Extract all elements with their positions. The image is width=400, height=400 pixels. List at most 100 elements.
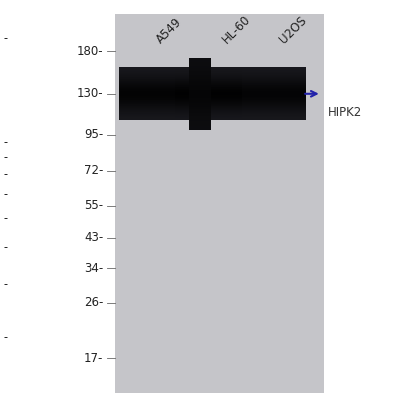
Bar [189,124,211,125]
Bar [119,108,175,109]
Bar [119,111,175,112]
Bar [189,78,211,80]
Bar [119,115,175,116]
Bar [189,69,211,70]
Bar [175,119,242,120]
Bar [119,88,175,89]
Bar [189,105,211,106]
Bar [119,72,175,73]
Bar [242,98,306,99]
Bar [119,100,175,101]
Bar [119,71,175,72]
Bar [175,73,242,74]
Bar [242,68,306,69]
Bar [189,59,211,60]
Bar [242,100,306,101]
Text: 72-: 72- [84,164,104,177]
Bar [242,84,306,85]
Bar [119,69,175,70]
Bar [189,66,211,68]
Bar [175,93,242,94]
Bar [189,96,211,97]
Bar [175,71,242,72]
Bar [189,84,211,85]
Bar [175,106,242,107]
Bar [189,97,211,98]
Bar [242,87,306,88]
Bar [242,103,306,104]
Bar [175,96,242,97]
Bar [242,73,306,74]
Bar [119,74,175,75]
Bar [119,87,175,88]
Bar [189,93,211,94]
Bar [119,73,175,74]
Text: HL-60: HL-60 [219,13,253,46]
Text: 180-: 180- [77,45,104,58]
Bar [242,81,306,82]
Bar [189,115,211,116]
Bar [175,81,242,82]
Bar [189,102,211,103]
Bar [189,113,211,114]
Text: 55-: 55- [84,199,104,212]
Bar [119,94,175,95]
Bar [119,116,175,117]
Bar [189,88,211,90]
Bar [189,112,211,113]
Bar [189,109,211,110]
Bar [189,82,211,84]
Bar [119,76,175,77]
Bar [242,96,306,97]
Bar [189,62,211,63]
Bar [175,95,242,96]
Bar [242,111,306,112]
Bar [119,118,175,119]
Bar [242,109,306,110]
Bar [175,70,242,71]
Bar [242,77,306,78]
Bar [175,84,242,85]
Bar [242,116,306,117]
Bar [242,106,306,107]
Bar [175,104,242,105]
Bar [189,68,211,69]
Bar [242,82,306,83]
Bar [119,70,175,71]
Bar [175,88,242,89]
Bar [119,98,175,99]
Text: 26-: 26- [84,296,104,310]
Bar [119,114,175,115]
Bar [175,78,242,79]
Bar [119,91,175,92]
Bar [189,86,211,87]
Bar [119,105,175,106]
Bar [242,76,306,77]
Bar [119,117,175,118]
Bar [242,74,306,75]
Bar [189,91,211,92]
Bar [119,81,175,82]
Bar [189,71,211,72]
Bar [189,104,211,105]
Bar [189,125,211,126]
Bar [242,99,306,100]
Bar [175,82,242,83]
Bar [119,89,175,90]
Bar [175,75,242,76]
Bar [119,113,175,114]
Bar [189,76,211,77]
Bar [242,93,306,94]
Bar [119,77,175,78]
Bar [175,116,242,117]
Bar [175,80,242,81]
Bar [119,109,175,110]
Bar [119,112,175,113]
Bar [119,92,175,93]
Bar [175,115,242,116]
Bar [175,98,242,99]
Bar [175,113,242,114]
Text: A549: A549 [154,16,184,46]
Bar [119,106,175,107]
Bar [242,88,306,89]
